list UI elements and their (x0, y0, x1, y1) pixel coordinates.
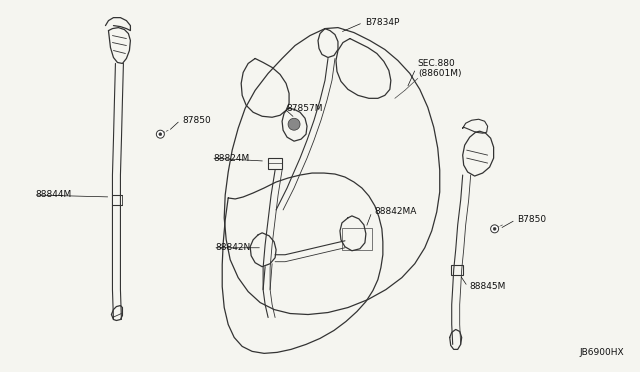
Bar (342, 228, 372, 250)
Text: 88844M: 88844M (36, 190, 72, 199)
Circle shape (288, 118, 300, 130)
Text: 87850: 87850 (182, 116, 211, 125)
Text: JB6900HX: JB6900HX (580, 348, 625, 357)
Bar (268, 158, 282, 169)
Circle shape (159, 133, 162, 136)
Bar (451, 265, 463, 275)
Text: 88842N: 88842N (215, 243, 250, 252)
Text: B7850: B7850 (518, 215, 547, 224)
Circle shape (493, 227, 496, 230)
Text: 88824M: 88824M (213, 154, 250, 163)
Text: 88845M: 88845M (470, 282, 506, 291)
Text: B7834P: B7834P (365, 18, 399, 27)
Circle shape (156, 130, 164, 138)
Circle shape (491, 225, 499, 233)
Text: 87857M: 87857M (286, 104, 323, 113)
Text: SEC.880
(88601M): SEC.880 (88601M) (418, 59, 461, 78)
Text: 88842MA: 88842MA (374, 208, 416, 217)
